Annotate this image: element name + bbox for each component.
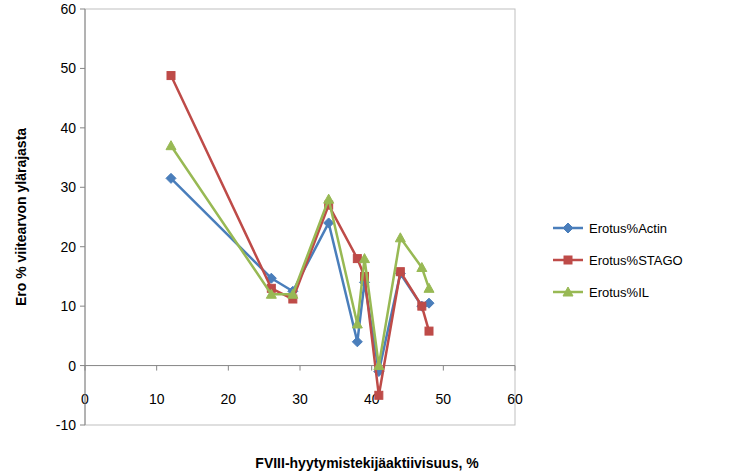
y-tick-label: 40 xyxy=(60,120,76,136)
y-axis-label: Ero % viitearvon ylärajasta xyxy=(13,128,29,306)
y-tick-label: 10 xyxy=(60,298,76,314)
series-line xyxy=(171,76,429,396)
plot-marks xyxy=(166,72,434,400)
x-tick xyxy=(156,366,157,371)
y-tick xyxy=(80,187,85,188)
series-marker xyxy=(424,283,434,292)
series-marker xyxy=(324,194,334,203)
series-marker xyxy=(375,391,383,399)
series-marker xyxy=(417,301,427,311)
chart: -1001020304050600102030405060Ero % viite… xyxy=(0,0,733,476)
legend-marker xyxy=(563,287,573,296)
y-tick xyxy=(80,127,85,128)
y-tick xyxy=(80,306,85,307)
x-tick-label: 10 xyxy=(149,391,165,407)
series-marker xyxy=(266,289,276,298)
x-tick xyxy=(300,366,301,371)
series-marker xyxy=(374,361,384,370)
legend-label: Erotus%STAGO xyxy=(589,253,683,268)
series-marker xyxy=(352,319,362,328)
series-marker xyxy=(425,327,433,335)
y-tick-label: -10 xyxy=(56,417,76,433)
series-marker xyxy=(417,263,427,272)
y-tick-label: 50 xyxy=(60,60,76,76)
y-tick-label: 20 xyxy=(60,239,76,255)
series-marker xyxy=(418,302,426,310)
legend-marker xyxy=(563,223,573,233)
x-tick xyxy=(515,366,516,371)
series-marker xyxy=(360,254,370,263)
x-tick-label: 60 xyxy=(507,391,523,407)
series-marker xyxy=(395,233,405,242)
y-tick xyxy=(80,68,85,69)
series-marker xyxy=(396,268,404,276)
series-marker xyxy=(352,337,362,347)
y-tick xyxy=(80,9,85,10)
x-axis xyxy=(85,365,515,366)
x-tick xyxy=(443,366,444,371)
y-axis xyxy=(85,9,86,425)
y-tick xyxy=(80,425,85,426)
x-axis-label: FVIII-hyytymistekijäaktiivisuus, % xyxy=(255,455,479,471)
series-line xyxy=(171,146,429,366)
x-tick-label: 50 xyxy=(436,391,452,407)
series-marker xyxy=(288,289,298,298)
legend: Erotus%Actin Erotus%STAGO Erotus%IL xyxy=(553,221,683,300)
y-tick-label: 30 xyxy=(60,179,76,195)
x-tick xyxy=(371,366,372,371)
plot-frame xyxy=(85,9,515,425)
series-marker xyxy=(166,141,176,150)
legend-marker xyxy=(564,256,572,264)
y-tick xyxy=(80,365,85,366)
y-tick xyxy=(80,246,85,247)
y-tick-label: 0 xyxy=(68,358,76,374)
x-tick xyxy=(228,366,229,371)
series-marker xyxy=(166,173,176,183)
y-tick-label: 60 xyxy=(60,1,76,17)
legend-label: Erotus%Actin xyxy=(589,221,667,236)
x-tick-label: 20 xyxy=(221,391,237,407)
legend-label: Erotus%IL xyxy=(589,285,649,300)
series-marker xyxy=(167,72,175,80)
x-tick-label: 30 xyxy=(292,391,308,407)
